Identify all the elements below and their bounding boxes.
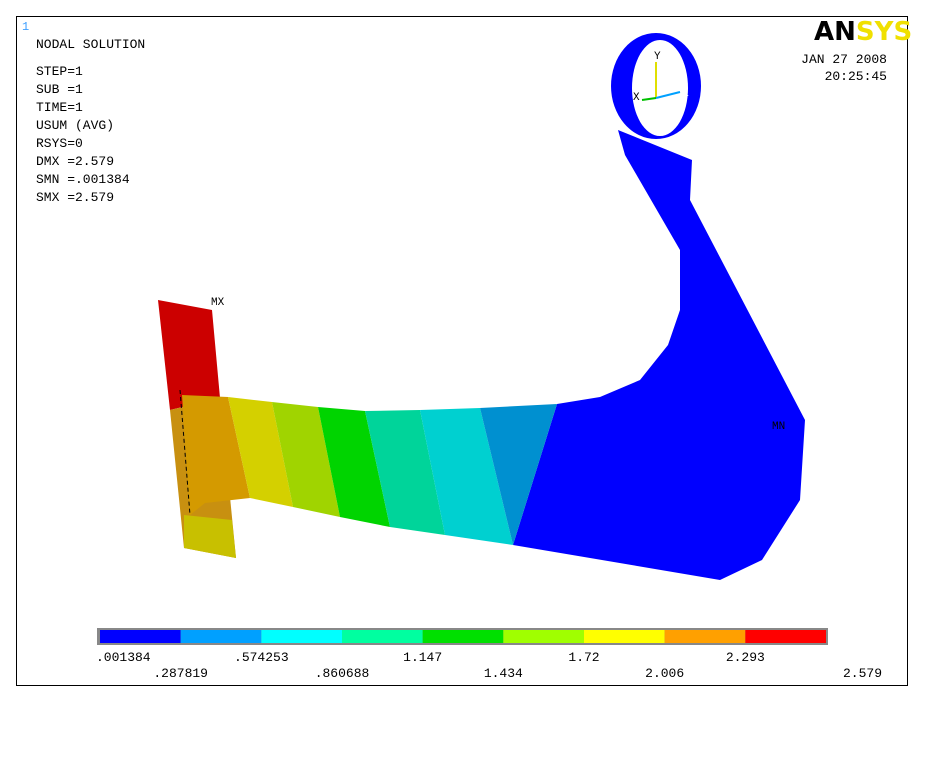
legend-label: .001384	[96, 650, 151, 665]
legend-label: 1.147	[403, 650, 442, 665]
axis-label: X	[633, 92, 640, 104]
legend-swatch	[100, 630, 181, 643]
legend-label: 1.434	[484, 666, 523, 681]
triad: Y X Z	[633, 51, 689, 104]
band	[228, 397, 293, 507]
info-line: STEP=1	[36, 64, 83, 79]
axis-label: Z	[682, 88, 689, 100]
legend-label: 2.293	[726, 650, 765, 665]
info-line: USUM (AVG)	[36, 118, 114, 133]
legend-swatch	[422, 630, 504, 643]
legend-label: 1.72	[568, 650, 599, 665]
flange-top	[158, 300, 220, 410]
legend-label: 2.579	[843, 666, 882, 681]
legend-swatch	[180, 630, 262, 643]
legend: STEP=1 SUB =1 TIME=1 USUM (AVG) RSYS=0 DMX =2…	[36, 64, 882, 681]
legend-swatch	[664, 630, 746, 643]
logo: ANSYS	[814, 17, 912, 47]
legend-label: .287819	[153, 666, 208, 681]
legend-label: .574253	[234, 650, 289, 665]
window-number: 1	[22, 20, 29, 34]
arm	[513, 130, 805, 580]
band	[272, 402, 340, 517]
band	[182, 395, 250, 515]
model: MX MN	[158, 33, 805, 580]
logo-an: AN	[814, 17, 856, 47]
legend-swatch	[261, 630, 342, 643]
min-marker: MN	[772, 421, 785, 433]
info-line: SUB =1	[36, 82, 83, 97]
time: 20:25:45	[825, 69, 887, 84]
z-axis-line	[655, 91, 681, 99]
info-line: TIME=1	[36, 100, 83, 115]
plot-title: NODAL SOLUTION	[36, 37, 145, 52]
info-line: SMX =2.579	[36, 190, 114, 205]
info-line: SMN =.001384	[36, 172, 130, 187]
info-line: DMX =2.579	[36, 154, 114, 169]
legend-swatch	[745, 630, 826, 643]
band	[420, 408, 513, 545]
legend-swatch	[503, 630, 584, 643]
legend-swatch	[342, 630, 423, 643]
legend-label: 2.006	[645, 666, 684, 681]
flange-bottom	[184, 515, 236, 558]
band	[480, 404, 557, 545]
band	[365, 410, 445, 535]
max-marker: MX	[211, 297, 225, 309]
hole	[632, 40, 688, 136]
legend-swatch	[584, 630, 665, 643]
info-line: RSYS=0	[36, 136, 83, 151]
axis-label: Y	[654, 51, 661, 63]
x-axis-line	[641, 97, 657, 101]
frame	[16, 16, 908, 686]
legend-label: .860688	[315, 666, 370, 681]
band	[318, 407, 390, 527]
date: JAN 27 2008	[801, 52, 887, 67]
logo-sys: SYS	[856, 17, 912, 47]
